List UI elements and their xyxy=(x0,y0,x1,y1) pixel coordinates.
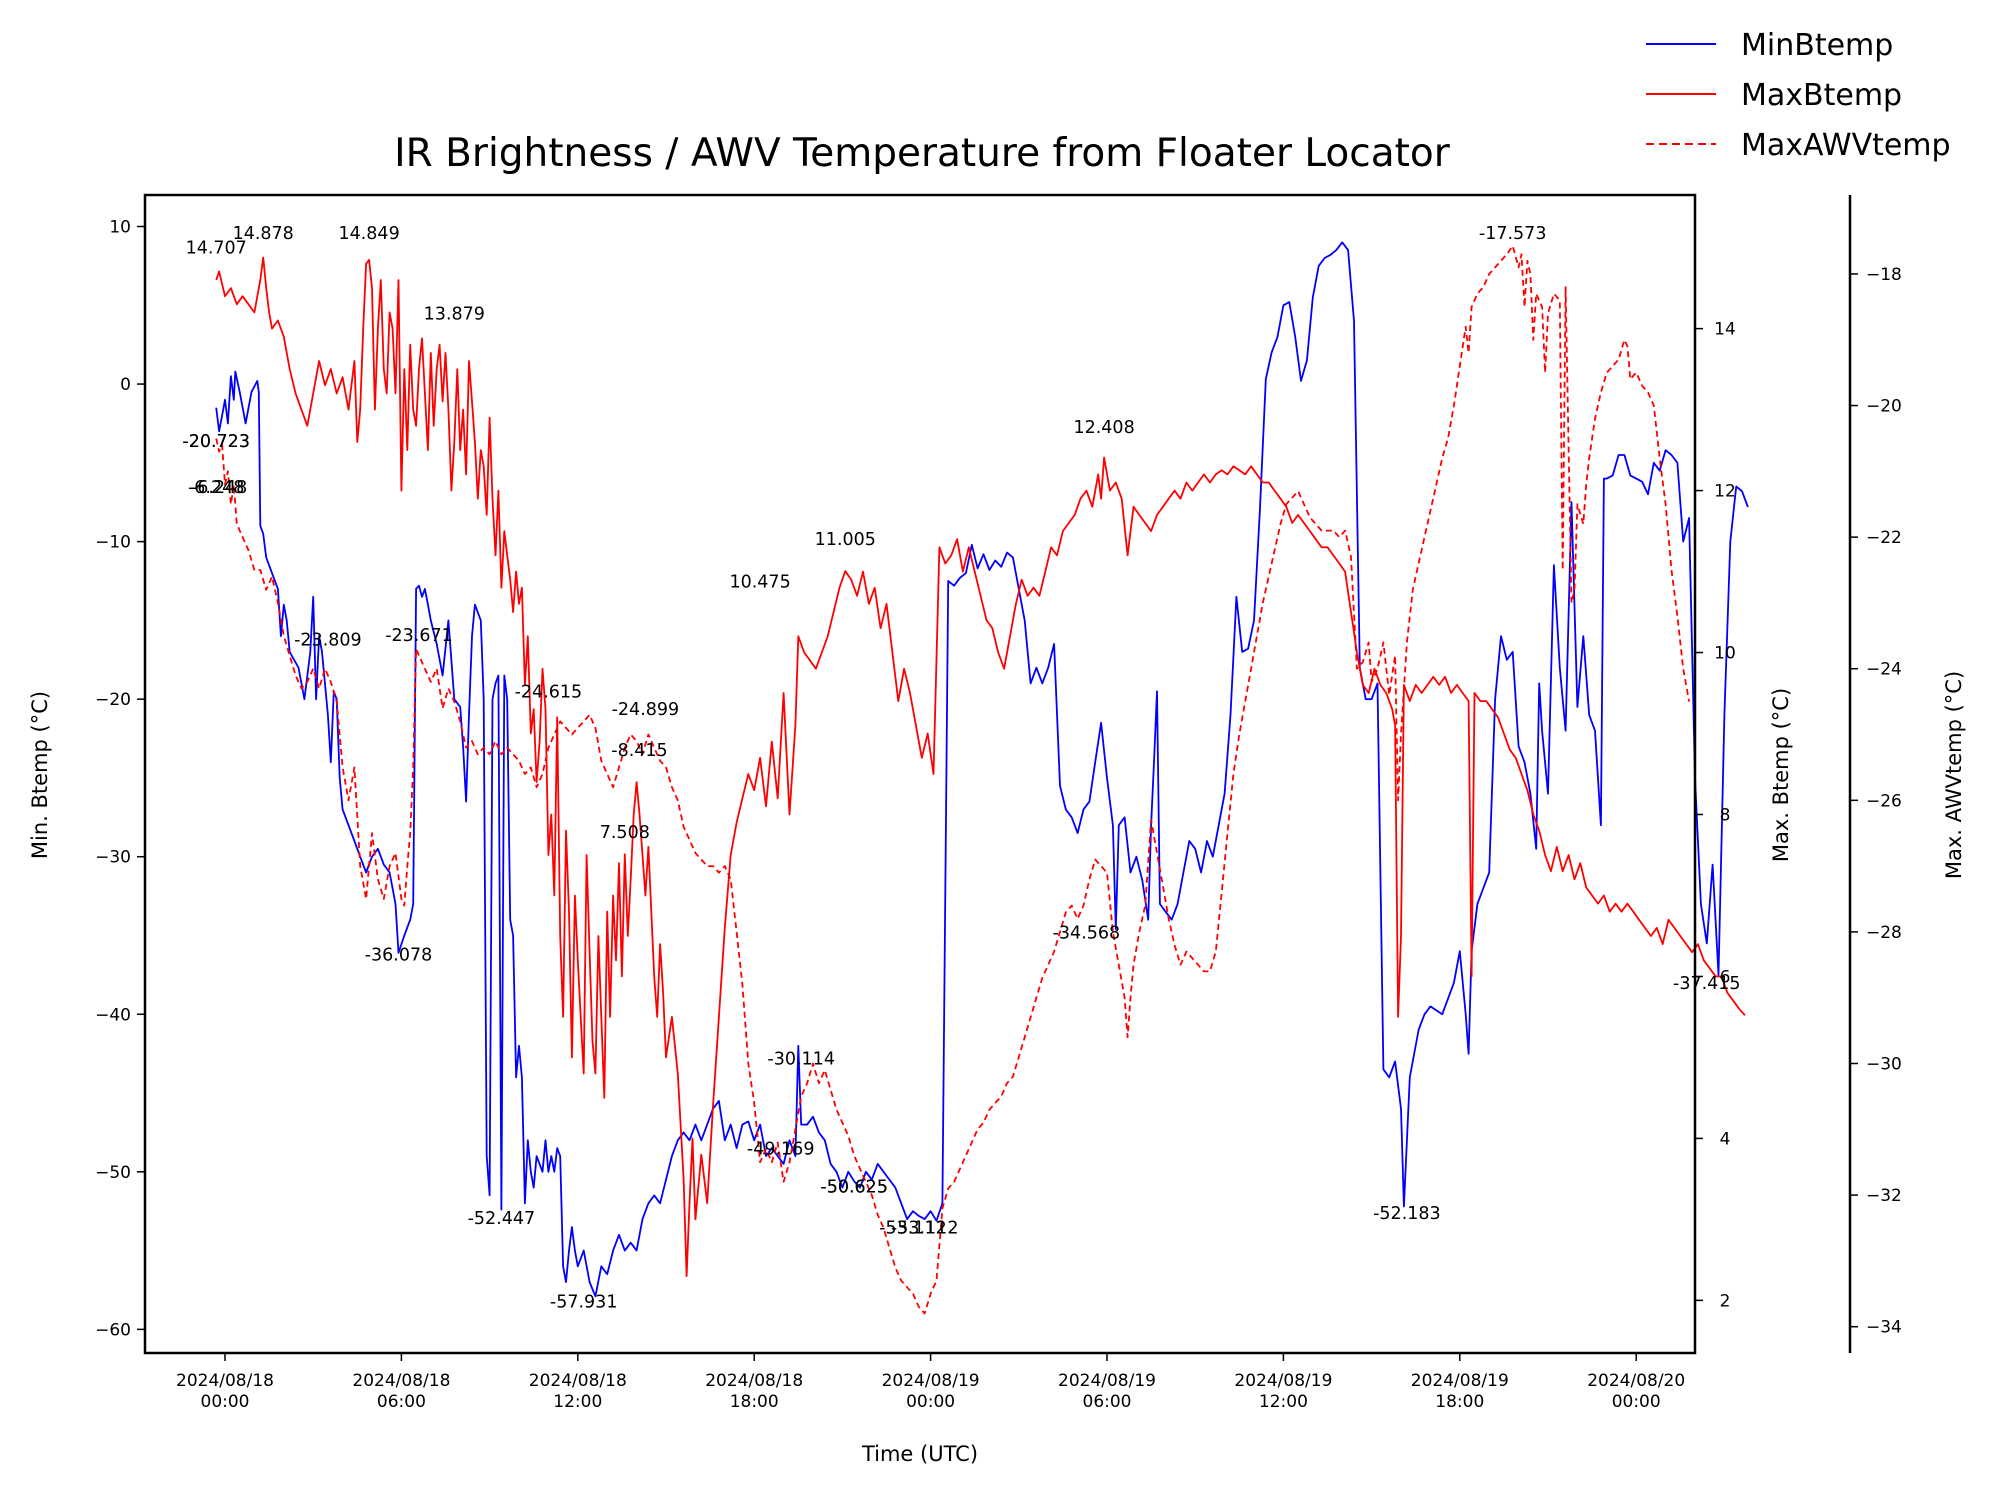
x-tick-date-label: 2024/08/18 xyxy=(529,1371,627,1391)
data-label: -6.248 xyxy=(191,478,247,498)
data-label: -17.573 xyxy=(1479,224,1547,244)
right-y-tick-label: 10 xyxy=(1714,644,1736,664)
x-tick-time-label: 06:00 xyxy=(377,1392,426,1412)
far-right-y-tick-label: −20 xyxy=(1866,397,1902,417)
left-y-tick-label: 0 xyxy=(120,375,131,395)
left-y-tick-label: 10 xyxy=(109,218,131,238)
x-axis: 2024/08/1800:002024/08/1806:002024/08/18… xyxy=(176,1353,1685,1412)
legend-label-minbtemp: MinBtemp xyxy=(1741,28,1893,63)
right-y-tick-label: 14 xyxy=(1714,320,1736,340)
data-label: -6.248 xyxy=(188,478,244,498)
far-right-y-tick-label: −22 xyxy=(1866,528,1902,548)
right-y-tick-label: 8 xyxy=(1720,805,1731,825)
x-tick-time-label: 06:00 xyxy=(1083,1392,1132,1412)
far-right-y-tick-label: −32 xyxy=(1866,1186,1902,1206)
x-tick-date-label: 2024/08/18 xyxy=(176,1371,274,1391)
far-right-y-tick-label: −24 xyxy=(1866,660,1902,680)
x-tick-date-label: 2024/08/18 xyxy=(705,1371,803,1391)
legend-label-maxbtemp: MaxBtemp xyxy=(1741,78,1902,113)
data-label: -49.169 xyxy=(747,1140,815,1160)
x-tick-time-label: 00:00 xyxy=(1612,1392,1661,1412)
x-tick-time-label: 00:00 xyxy=(201,1392,250,1412)
right-y-axis-title: Max. Btemp (°C) xyxy=(1769,688,1793,862)
data-label: -50.625 xyxy=(820,1177,888,1197)
x-tick-time-label: 18:00 xyxy=(730,1392,779,1412)
x-axis-title: Time (UTC) xyxy=(861,1442,978,1466)
data-label: 12.408 xyxy=(1073,418,1134,438)
data-label: -30.114 xyxy=(767,1050,835,1070)
x-tick-time-label: 18:00 xyxy=(1435,1392,1484,1412)
x-tick-date-label: 2024/08/19 xyxy=(1411,1371,1509,1391)
left-y-tick-label: −10 xyxy=(95,533,131,553)
data-label: -37.415 xyxy=(1673,974,1741,994)
x-tick-date-label: 2024/08/18 xyxy=(352,1371,450,1391)
x-tick-date-label: 2024/08/19 xyxy=(1234,1371,1332,1391)
far-right-y-tick-label: −18 xyxy=(1866,265,1902,285)
data-label: -24.615 xyxy=(515,683,583,703)
chart-legend: MinBtemp MaxBtemp MaxAWVtemp xyxy=(1646,28,1951,163)
data-label: -52.447 xyxy=(468,1209,536,1229)
data-label: -23.809 xyxy=(294,631,362,651)
left-y-tick-label: −60 xyxy=(95,1320,131,1340)
data-label: -34.568 xyxy=(1053,924,1121,944)
data-label: -36.078 xyxy=(365,946,433,966)
left-y-axis: 10 0 −10 −20 −30 −40 −50 −60 xyxy=(95,218,145,1340)
data-label: -24.899 xyxy=(612,700,680,720)
data-label: 14.849 xyxy=(338,224,399,244)
x-tick-time-label: 00:00 xyxy=(906,1392,955,1412)
far-right-y-axis: −18 −20 −22 −24 −26 −28 −30 −32 −34 xyxy=(1848,195,1902,1353)
x-tick-date-label: 2024/08/19 xyxy=(882,1371,980,1391)
data-label: -23.671 xyxy=(385,626,453,646)
x-tick-date-label: 2024/08/19 xyxy=(1058,1371,1156,1391)
far-right-y-tick-label: −34 xyxy=(1866,1318,1902,1338)
data-label: 14.707 xyxy=(186,238,247,258)
chart-title: IR Brightness / AWV Temperature from Flo… xyxy=(394,131,1451,176)
data-label: -53.112 xyxy=(891,1218,959,1238)
data-label: -50.625 xyxy=(820,1177,888,1197)
left-y-tick-label: −40 xyxy=(95,1005,131,1025)
series-line-minbtemp xyxy=(215,241,1749,1298)
far-right-y-axis-title: Max. AWVtemp (°C) xyxy=(1942,671,1966,879)
legend-label-maxawvtemp: MaxAWVtemp xyxy=(1741,128,1951,163)
series-line-maxbtemp xyxy=(215,256,1746,1277)
data-label: 13.879 xyxy=(424,305,485,325)
right-y-tick-label: 6 xyxy=(1720,967,1731,987)
far-right-y-tick-label: −30 xyxy=(1866,1055,1902,1075)
data-label: -57.931 xyxy=(550,1292,618,1312)
x-tick-time-label: 12:00 xyxy=(1259,1392,1308,1412)
data-label: 11.005 xyxy=(815,530,876,550)
x-tick-date-label: 2024/08/20 xyxy=(1587,1371,1685,1391)
right-y-tick-label: 4 xyxy=(1720,1129,1731,1149)
data-label: -52.183 xyxy=(1373,1204,1441,1224)
left-y-axis-title: Min. Btemp (°C) xyxy=(28,691,52,859)
data-label: -53.112 xyxy=(879,1218,947,1238)
right-y-axis: 14 12 10 8 6 4 2 xyxy=(1695,320,1736,1311)
series-line-maxawvtemp xyxy=(215,245,1690,1315)
far-right-y-tick-label: −28 xyxy=(1866,923,1902,943)
data-label: -8.415 xyxy=(611,741,667,761)
left-y-tick-label: −20 xyxy=(95,690,131,710)
right-y-tick-label: 12 xyxy=(1714,482,1736,502)
far-right-y-tick-label: −26 xyxy=(1866,791,1902,811)
data-label: 10.475 xyxy=(729,572,790,592)
annotation-layer: -20.723-20.723-6.248-6.248-23.809 -23.671… xyxy=(182,224,1740,1312)
data-label: -20.723 xyxy=(182,432,250,452)
x-tick-time-label: 12:00 xyxy=(553,1392,602,1412)
series-layer xyxy=(215,241,1749,1315)
left-y-tick-label: −50 xyxy=(95,1163,131,1183)
data-label: 7.508 xyxy=(600,823,650,843)
left-y-tick-label: −30 xyxy=(95,848,131,868)
data-label: 14.878 xyxy=(233,224,294,244)
data-label: -20.723 xyxy=(182,432,250,452)
plot-frame xyxy=(143,193,1697,1355)
right-y-tick-label: 2 xyxy=(1720,1291,1731,1311)
